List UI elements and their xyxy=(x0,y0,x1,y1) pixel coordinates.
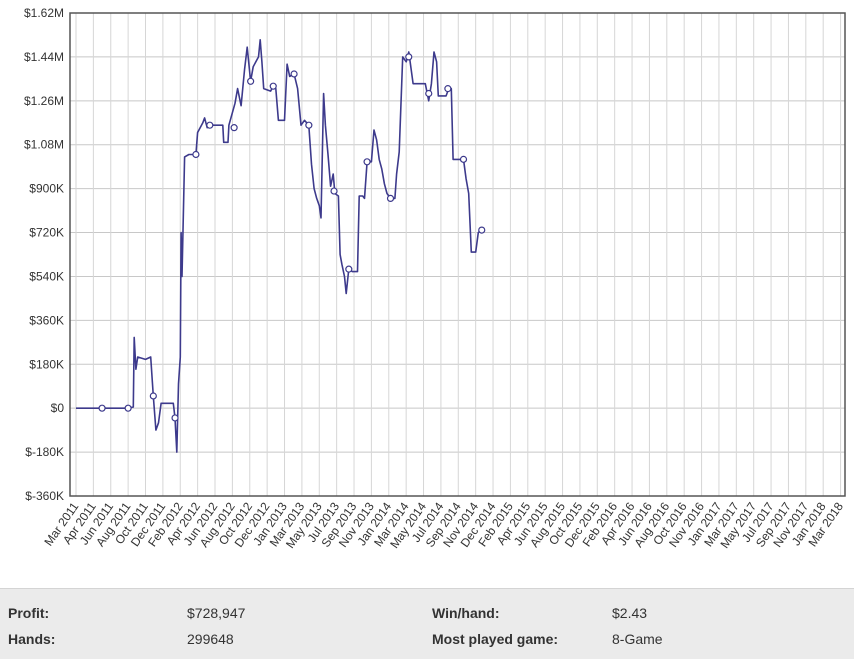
data-point-marker xyxy=(269,82,277,90)
hands-value: 299648 xyxy=(187,631,234,647)
data-point-marker xyxy=(290,70,298,78)
y-tick-label: $720K xyxy=(29,226,64,240)
chart-area: $-360K $-180K $0 $180K $360K $540K $720K $900K $… xyxy=(24,6,846,551)
y-tick-label: $540K xyxy=(29,269,64,283)
data-point-marker xyxy=(230,124,238,132)
data-point-marker xyxy=(425,89,433,98)
data-point-marker xyxy=(206,121,214,129)
data-point-marker xyxy=(444,85,452,93)
data-point-marker xyxy=(247,77,255,85)
y-tick-label: $1.44M xyxy=(24,50,64,64)
data-point-marker xyxy=(305,121,313,129)
most-played-label: Most played game: xyxy=(432,631,559,647)
y-tick-label: $1.08M xyxy=(24,138,64,152)
data-point-marker xyxy=(192,150,200,159)
y-tick-label: $-360K xyxy=(25,489,64,503)
data-point-marker xyxy=(149,392,157,400)
winhand-value: $2.43 xyxy=(612,605,648,621)
hands-label: Hands: xyxy=(8,631,56,647)
profit-value: $728,947 xyxy=(187,605,246,621)
winhand-label: Win/hand: xyxy=(432,605,500,621)
plot-background xyxy=(70,13,845,496)
data-point-marker xyxy=(478,226,486,234)
stats-panel: Profit: $728,947 Hands: 299648 Win/hand:… xyxy=(0,588,854,659)
plot-border xyxy=(69,12,846,497)
data-point-marker xyxy=(171,414,179,422)
data-point-marker xyxy=(98,404,106,412)
profit-label: Profit: xyxy=(8,605,50,621)
y-tick-label: $1.62M xyxy=(24,6,64,20)
data-point-marker xyxy=(345,265,353,273)
data-point-marker xyxy=(363,158,371,166)
most-played-value: 8-Game xyxy=(612,631,663,647)
data-point-marker xyxy=(124,404,132,412)
y-tick-label: $360K xyxy=(29,313,64,327)
data-point-marker xyxy=(386,194,395,202)
profit-line-chart: $-360K $-180K $0 $180K $360K $540K $720K $900K $… xyxy=(24,6,846,551)
y-tick-label: $0 xyxy=(51,401,65,415)
y-tick-label: $900K xyxy=(29,182,64,196)
data-point-marker xyxy=(405,53,413,61)
data-point-marker xyxy=(459,155,468,163)
y-tick-label: $-180K xyxy=(25,445,64,459)
data-point-marker xyxy=(330,187,338,195)
y-tick-label: $1.26M xyxy=(24,94,64,108)
y-tick-label: $180K xyxy=(29,357,64,371)
